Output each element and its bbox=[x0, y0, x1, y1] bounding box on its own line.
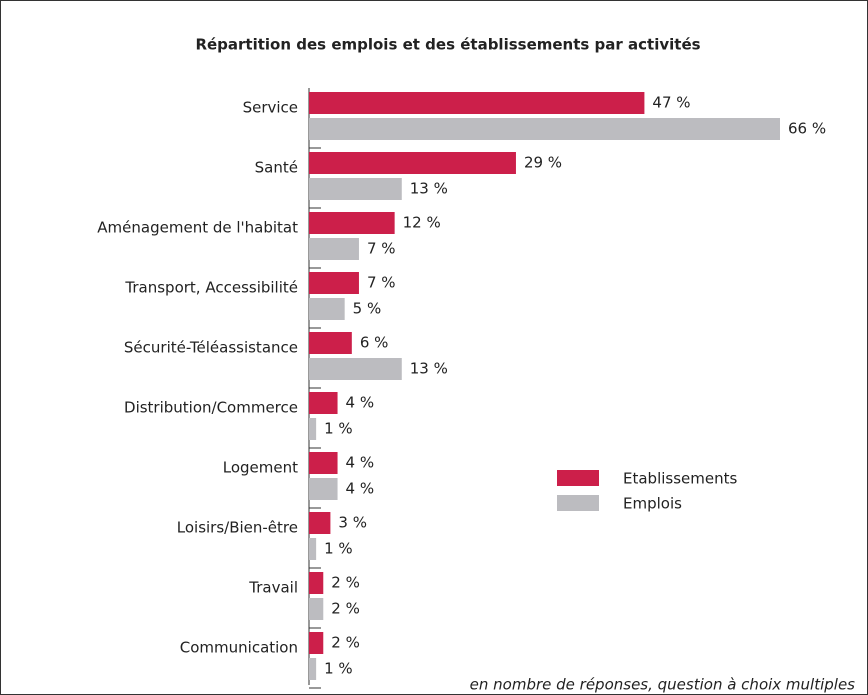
value-label: 29 % bbox=[524, 154, 562, 172]
legend-label: Etablissements bbox=[623, 470, 737, 488]
chart-title: Répartition des emplois et des établisse… bbox=[195, 36, 700, 54]
legend-swatch bbox=[557, 470, 599, 486]
value-label: 4 % bbox=[346, 480, 375, 498]
bar bbox=[309, 358, 402, 380]
bar bbox=[309, 332, 352, 354]
value-label: 1 % bbox=[324, 540, 353, 558]
value-label: 1 % bbox=[324, 660, 353, 678]
bar bbox=[309, 418, 317, 440]
value-label: 2 % bbox=[331, 574, 360, 592]
legend-label: Emplois bbox=[623, 495, 682, 513]
bar bbox=[309, 478, 338, 500]
bar bbox=[309, 392, 338, 414]
category-label: Distribution/Commerce bbox=[124, 399, 298, 417]
category-label: Loisirs/Bien-être bbox=[177, 519, 298, 537]
bar bbox=[309, 238, 359, 260]
category-label: Communication bbox=[180, 639, 298, 657]
value-label: 2 % bbox=[331, 634, 360, 652]
bar bbox=[309, 572, 324, 594]
value-label: 66 % bbox=[788, 120, 826, 138]
category-label: Aménagement de l'habitat bbox=[97, 219, 298, 237]
bar bbox=[309, 658, 317, 680]
value-label: 13 % bbox=[410, 180, 448, 198]
bar bbox=[309, 298, 345, 320]
category-label: Travail bbox=[248, 579, 298, 597]
value-label: 6 % bbox=[360, 334, 389, 352]
bar bbox=[309, 512, 331, 534]
bar bbox=[309, 92, 645, 114]
bar bbox=[309, 118, 780, 140]
bar bbox=[309, 538, 317, 560]
value-label: 47 % bbox=[652, 94, 690, 112]
bar bbox=[309, 598, 324, 620]
category-label: Santé bbox=[255, 159, 298, 177]
bar bbox=[309, 152, 516, 174]
category-label: Logement bbox=[223, 459, 298, 477]
value-label: 7 % bbox=[367, 274, 396, 292]
value-label: 2 % bbox=[331, 600, 360, 618]
value-label: 7 % bbox=[367, 240, 396, 258]
value-label: 13 % bbox=[410, 360, 448, 378]
value-label: 4 % bbox=[346, 394, 375, 412]
bar bbox=[309, 212, 395, 234]
value-label: 12 % bbox=[403, 214, 441, 232]
bar bbox=[309, 178, 402, 200]
category-label: Service bbox=[243, 99, 298, 117]
bar bbox=[309, 452, 338, 474]
note: en nombre de réponses, question à choix … bbox=[470, 676, 856, 694]
legend-swatch bbox=[557, 495, 599, 511]
value-label: 1 % bbox=[324, 420, 353, 438]
bar bbox=[309, 272, 359, 294]
bar bbox=[309, 632, 324, 654]
value-label: 3 % bbox=[338, 514, 367, 532]
category-label: Sécurité-Téléassistance bbox=[124, 339, 298, 357]
value-label: 4 % bbox=[346, 454, 375, 472]
value-label: 5 % bbox=[353, 300, 382, 318]
category-label: Transport, Accessibilité bbox=[124, 279, 298, 297]
